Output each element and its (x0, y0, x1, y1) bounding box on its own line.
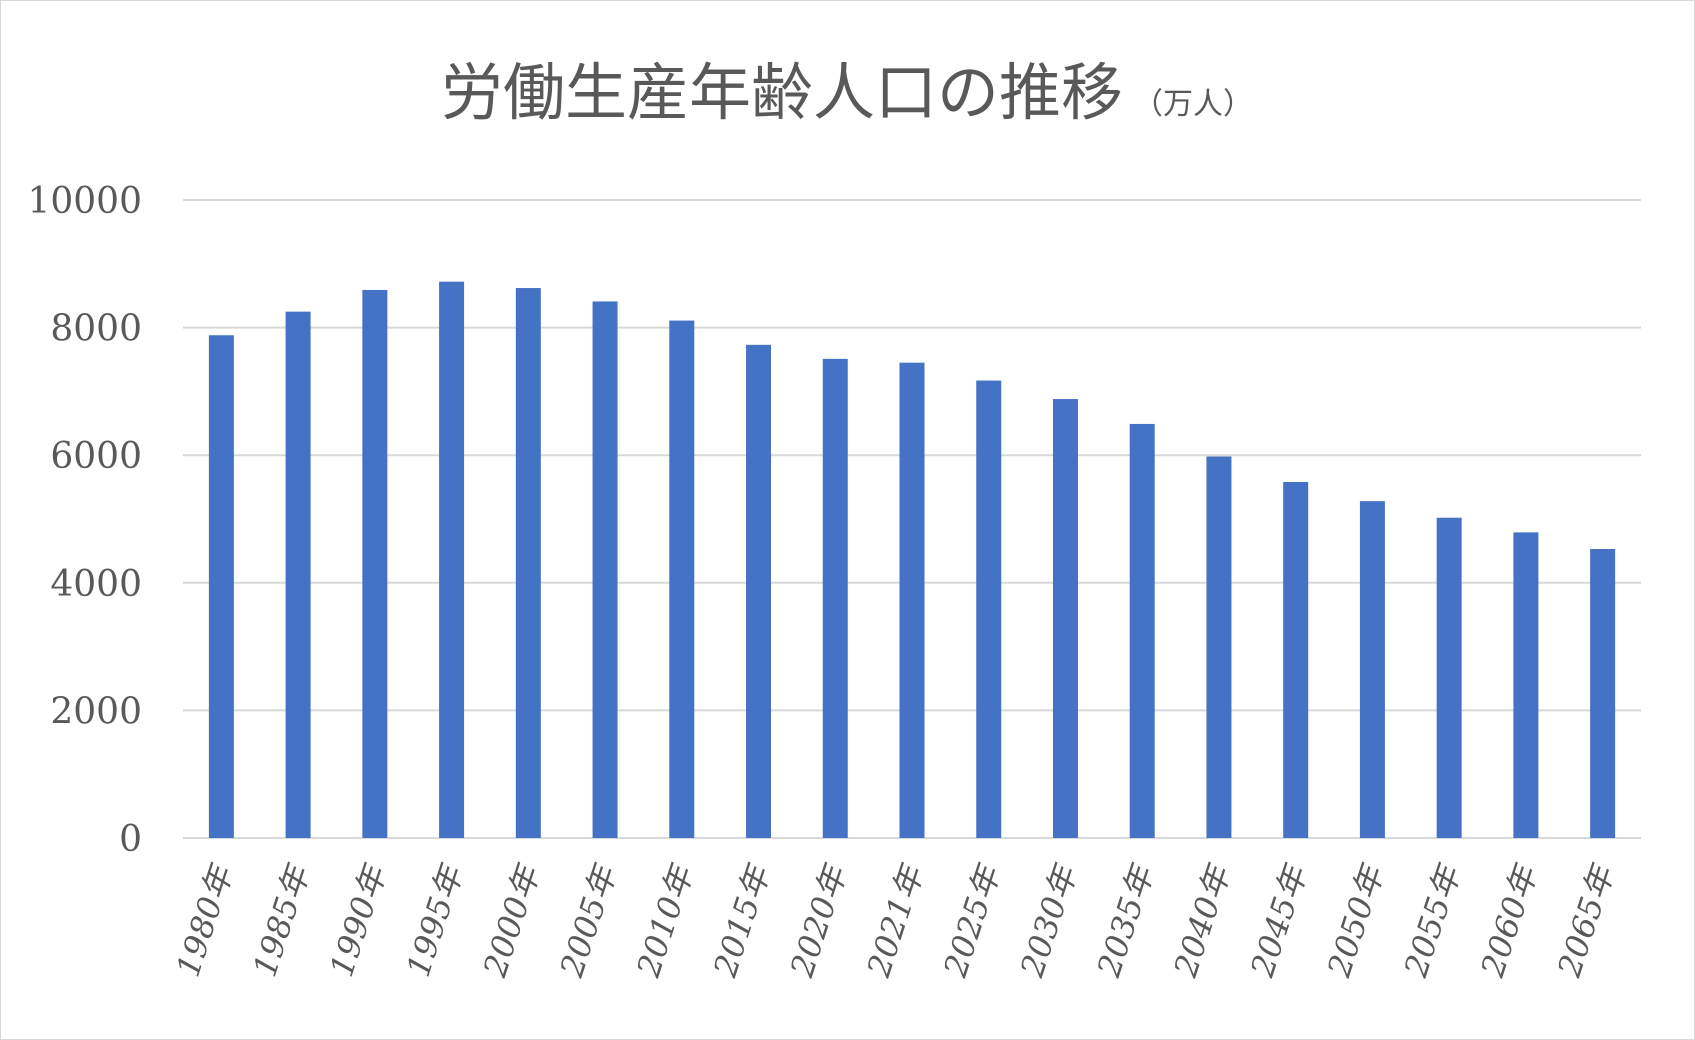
bar (669, 320, 695, 838)
x-tick-label: 1980年 (169, 859, 241, 981)
x-tick-label: 1995年 (399, 859, 471, 981)
x-tick-label: 2030年 (1013, 859, 1085, 982)
bar (976, 380, 1002, 838)
x-tick-label: 1990年 (322, 859, 394, 981)
bar (362, 289, 388, 838)
x-tick-label: 2000年 (475, 859, 547, 982)
x-tick-label: 2060年 (1473, 859, 1545, 982)
bar (208, 335, 234, 838)
x-tick-label: 2040年 (1166, 859, 1238, 982)
x-tick-label: 2035年 (1089, 859, 1161, 982)
y-tick-label: 6000 (50, 436, 142, 477)
y-tick-label: 2000 (50, 691, 142, 732)
x-tick-label: 2045年 (1243, 859, 1315, 982)
chart-title-main: 労働生産年齢人口の推移 (441, 56, 1123, 129)
bar (1129, 423, 1155, 838)
bar (1590, 548, 1616, 838)
bar (1052, 399, 1078, 838)
y-axis-ticks: 0 2000 4000 6000 8000 10000 (27, 181, 142, 860)
x-tick-label: 2015年 (706, 859, 778, 982)
x-tick-label: 2055年 (1396, 859, 1468, 982)
y-tick-label: 4000 (50, 564, 142, 605)
y-tick-label: 10000 (27, 181, 142, 222)
x-tick-label: 2065年 (1550, 859, 1622, 982)
bar (515, 288, 541, 838)
bars (208, 281, 1616, 838)
x-tick-label: 2020年 (782, 859, 854, 982)
bar (439, 281, 465, 838)
bar (1283, 481, 1309, 838)
y-tick-label: 0 (119, 819, 142, 860)
x-tick-label: 2050年 (1320, 859, 1392, 982)
bar (1359, 501, 1385, 838)
bar (822, 358, 848, 838)
y-tick-label: 8000 (50, 309, 142, 350)
bar (1206, 456, 1232, 838)
x-axis-ticks: 1980年 1985年 1990年 1995年 2000年 2005年 2010年 2015年… (169, 859, 1622, 982)
x-tick-label: 2025年 (936, 859, 1008, 982)
x-tick-label: 1985年 (246, 859, 318, 981)
bar (1436, 517, 1462, 838)
bar (746, 344, 772, 838)
chart-title: 労働生産年齢人口の推移 （万人） (441, 56, 1253, 129)
chart-title-unit: （万人） (1133, 87, 1253, 122)
x-tick-label: 2010年 (629, 859, 701, 982)
bar (592, 301, 618, 838)
x-tick-label: 2005年 (552, 859, 624, 982)
bar (1513, 532, 1539, 838)
bar (899, 362, 925, 838)
bar (285, 311, 311, 838)
x-tick-label: 2021年 (859, 859, 931, 982)
